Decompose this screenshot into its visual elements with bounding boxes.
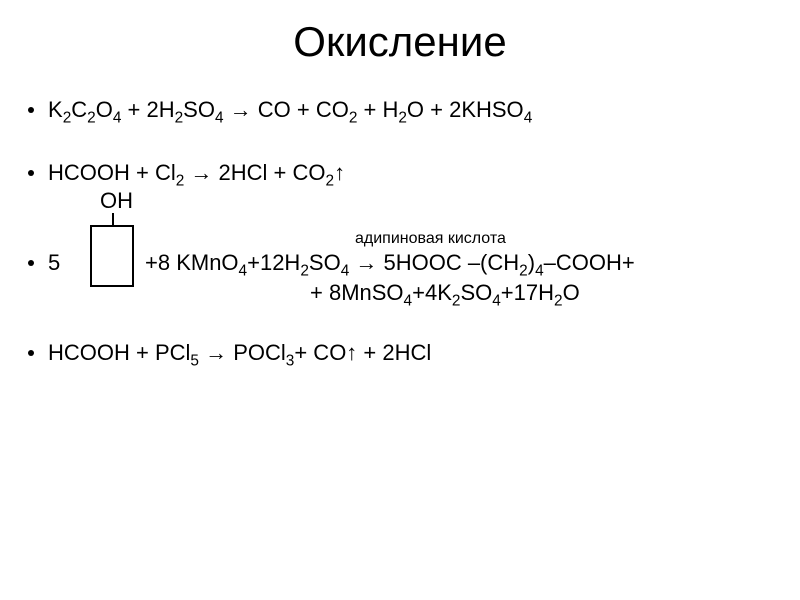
bullet-icon: [28, 350, 34, 356]
equation-2-row: HCOOH + Cl2 → 2HCl + CO2↑: [28, 160, 345, 190]
hydroxyl-bond: [112, 213, 114, 225]
equation-1: K2C2O4 + 2H2SO4 → CO + CO2 + H2O + 2KHSO…: [48, 97, 532, 127]
equation-2: HCOOH + Cl2 → 2HCl + CO2↑: [48, 160, 345, 190]
equation-3-main: +8 KMnO4+12H2SO4 → 5HOOC –(CH2)4–COOH+: [145, 250, 635, 280]
equation-4-row: HCOOH + PCl5 → POCl3+ CO↑ + 2HCl: [28, 340, 431, 370]
bullet-icon: [28, 170, 34, 176]
equation-3-row: 5: [28, 250, 60, 276]
equation-3-continuation: + 8MnSO4+4K2SO4+17H2O: [310, 280, 580, 310]
cyclohexane-ring: [90, 225, 134, 287]
bullet-icon: [28, 260, 34, 266]
adipic-acid-label: адипиновая кислота: [355, 230, 506, 248]
slide-title: Окисление: [0, 18, 800, 66]
hydroxyl-label: OH: [100, 188, 133, 214]
equation-1-row: K2C2O4 + 2H2SO4 → CO + CO2 + H2O + 2KHSO…: [28, 97, 532, 127]
bullet-icon: [28, 107, 34, 113]
equation-4: HCOOH + PCl5 → POCl3+ CO↑ + 2HCl: [48, 340, 431, 370]
equation-3-coefficient: 5: [48, 250, 60, 276]
